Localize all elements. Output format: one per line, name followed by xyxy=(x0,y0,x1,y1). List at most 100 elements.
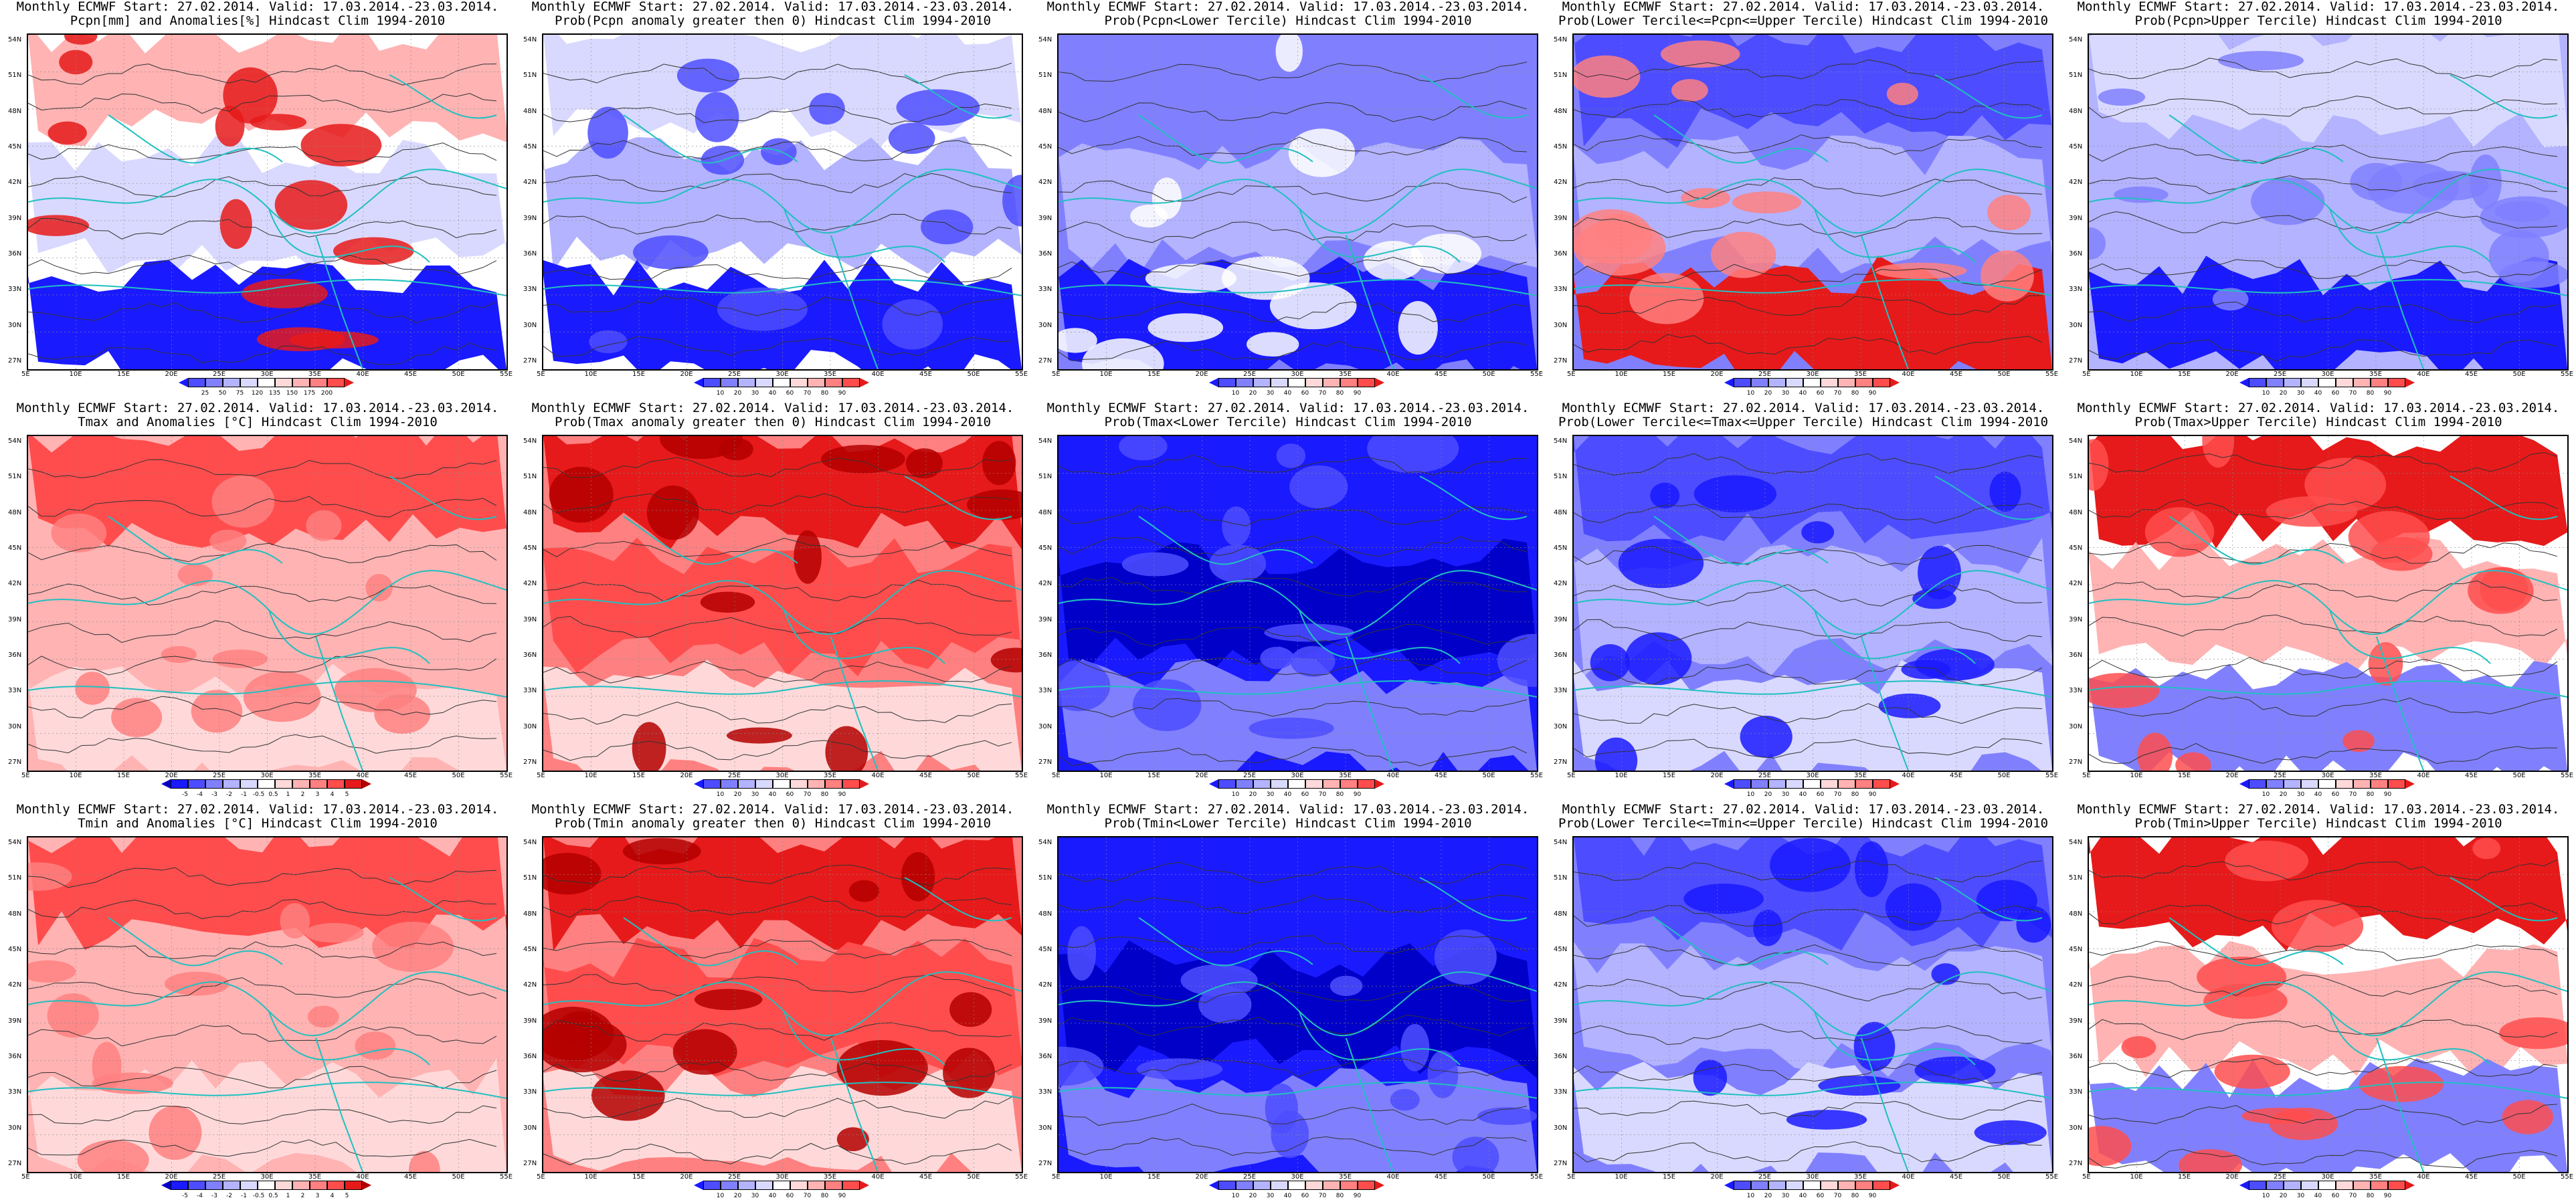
lon-tick-label: 25E xyxy=(1758,371,1772,378)
lon-tick-label: 40E xyxy=(356,772,369,779)
lon-tick-label: 40E xyxy=(871,772,885,779)
lon-tick-label: 10E xyxy=(1099,371,1113,378)
lat-tick-label: 33N xyxy=(523,687,537,695)
shade-blob xyxy=(1886,82,1918,106)
coastline xyxy=(2089,279,2567,296)
lat-tick-label: 54N xyxy=(1554,839,1568,846)
lon-tick-label: 35E xyxy=(1854,772,1867,779)
map-canvas xyxy=(1574,837,2052,1172)
contour-line xyxy=(28,734,497,754)
map-canvas xyxy=(543,436,1022,771)
shade-blob xyxy=(1180,964,1258,997)
colorbar-segment xyxy=(309,1181,327,1190)
lat-tick-label: 42N xyxy=(523,580,537,588)
panel-title: Monthly ECMWF Start: 27.02.2014. Valid: … xyxy=(1030,803,1546,831)
shade-blob xyxy=(2304,458,2387,512)
contour-line xyxy=(1574,264,2043,286)
map-panel: Monthly ECMWF Start: 27.02.2014. Valid: … xyxy=(515,0,1030,401)
colorbar-segment xyxy=(824,378,842,387)
lon-tick-label: 30E xyxy=(2321,371,2334,378)
shade-blob xyxy=(1398,300,1438,355)
lon-tick-label: 45E xyxy=(1435,1173,1448,1181)
lat-tick-label: 51N xyxy=(1038,473,1052,481)
colorbar-max-arrow xyxy=(859,1181,869,1190)
lat-tick-label: 27N xyxy=(8,1160,22,1167)
colorbar-segment xyxy=(1357,779,1375,789)
shade-blob xyxy=(1901,660,1951,680)
colorbar-label: 20 xyxy=(2279,1193,2288,1199)
shade-blob xyxy=(2472,837,2501,860)
colorbar-segment xyxy=(222,1181,240,1190)
contour-line xyxy=(543,62,1012,84)
lat-tick-label: 42N xyxy=(8,580,22,588)
coastline xyxy=(1346,636,1394,771)
panel-title-line2: Prob(Tmin anomaly greater then 0) Hindca… xyxy=(554,816,992,831)
contour-line xyxy=(28,142,497,163)
lon-tick-label: 50E xyxy=(452,371,465,378)
colorbar-label: 10 xyxy=(1746,390,1755,397)
lat-tick-label: 45N xyxy=(8,946,22,953)
contour-line xyxy=(1574,664,2043,686)
colorbar-segment xyxy=(327,378,345,387)
coastline xyxy=(623,917,798,967)
shade-blob xyxy=(549,466,614,523)
colorbar-label: 90 xyxy=(2383,1193,2392,1199)
panel-title: Monthly ECMWF Start: 27.02.2014. Valid: … xyxy=(515,803,1030,831)
colorbar-segment xyxy=(2335,378,2353,387)
lon-tick-label: 20E xyxy=(2225,371,2239,378)
lon-tick-label: 30E xyxy=(1291,1173,1304,1181)
coastline xyxy=(543,279,1022,296)
contour-line xyxy=(2089,339,2558,362)
lon-tick-label: 35E xyxy=(2369,1173,2383,1181)
lon-tick-label: 25E xyxy=(2274,772,2287,779)
contour-line xyxy=(543,896,1012,918)
colorbar-segment xyxy=(755,779,773,789)
coastline xyxy=(2450,476,2558,520)
colorbar-segment xyxy=(703,378,721,387)
map-panel: Monthly ECMWF Start: 27.02.2014. Valid: … xyxy=(0,803,515,1204)
lat-tick-label: 45N xyxy=(8,143,22,150)
coastline xyxy=(1346,235,1394,369)
shade-blob xyxy=(149,1105,202,1161)
shade-blob xyxy=(2217,51,2304,71)
shade-region-south xyxy=(1574,660,2052,771)
lat-tick-label: 45N xyxy=(1038,143,1052,150)
lat-tick-label: 33N xyxy=(1554,286,1568,294)
contour-line xyxy=(28,867,497,888)
lon-tick-label: 45E xyxy=(1435,772,1448,779)
shade-blob xyxy=(1247,332,1299,357)
lon-tick-label: 50E xyxy=(967,1173,980,1181)
shade-blob xyxy=(1136,1058,1223,1080)
lon-tick-label: 10E xyxy=(69,371,82,378)
lat-tick-label: 54N xyxy=(523,36,537,43)
lat-tick-label: 42N xyxy=(1038,179,1052,187)
shade-blob xyxy=(48,121,87,145)
shade-blob xyxy=(587,106,628,159)
colorbar: 10 20 30 40 60 70 80 90 xyxy=(1724,779,1900,798)
lon-tick-label: 30E xyxy=(2321,1173,2334,1181)
map-panel: Monthly ECMWF Start: 27.02.2014. Valid: … xyxy=(2061,0,2576,401)
colorbar-label: 90 xyxy=(838,791,846,798)
shade-blob xyxy=(2175,752,2211,771)
shade-blob xyxy=(2271,900,2364,952)
map-canvas xyxy=(1574,436,2052,771)
shade-blob xyxy=(111,698,163,737)
contour-line xyxy=(543,213,1012,235)
colorbar-segment xyxy=(1287,378,1305,387)
colorbar-min-arrow xyxy=(2239,378,2249,387)
shade-blob xyxy=(47,993,99,1038)
shade-blob xyxy=(2197,957,2287,997)
contour-line xyxy=(28,656,497,676)
lon-tick-label: 25E xyxy=(1243,1173,1257,1181)
map-canvas xyxy=(1059,837,1537,1172)
lon-tick-label: 55E xyxy=(1015,371,1028,378)
shade-blob xyxy=(64,35,98,45)
shade-blob xyxy=(1288,128,1356,177)
coastline xyxy=(2376,636,2424,771)
colorbar-label: 0.5 xyxy=(268,791,278,798)
coastline xyxy=(1814,609,1976,664)
contour-line xyxy=(1059,257,1528,278)
lat-tick-label: 42N xyxy=(8,179,22,187)
colorbar-segment xyxy=(1837,378,1855,387)
lat-tick-label: 45N xyxy=(2069,143,2083,150)
